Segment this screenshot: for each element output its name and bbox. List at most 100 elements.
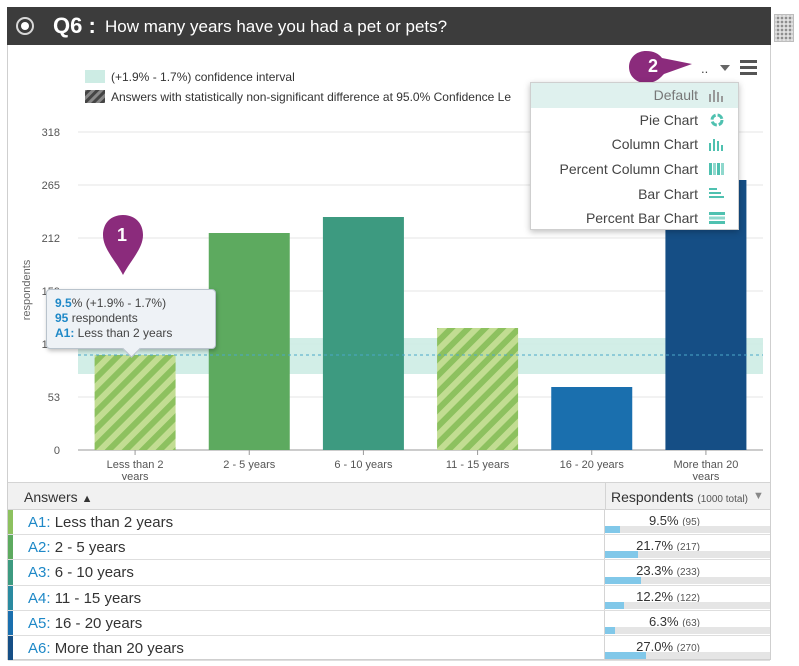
callout-marker-2: 2 [628,50,694,86]
grid-handle-icon[interactable] [774,14,794,42]
column-gray-icon [709,90,723,103]
x-tick-label: More than 20 years [674,459,739,480]
menu-item-percent-column-chart[interactable]: Percent Column Chart [531,157,738,182]
answers-column-header[interactable]: Answers ▲ [24,489,92,505]
row-color-accent [8,560,13,585]
menu-item-column-chart[interactable]: Column Chart [531,132,738,157]
toolbar-dots[interactable]: .. [701,61,708,76]
question-text: How many years have you had a pet or pet… [105,17,448,36]
answer-code: A3: [28,564,51,582]
respondent-count: (270) [676,642,700,654]
table-row[interactable]: A2: 2 - 5 years 21.7% (217) [8,535,770,561]
respondent-percent: 27.0% [636,638,674,654]
table-row[interactable]: A5: 16 - 20 years 6.3% (63) [8,610,770,636]
row-color-accent [8,535,13,560]
question-id: Q6 : [53,13,96,38]
x-tick-label: 2 - 5 years [223,459,275,471]
menu-item-bar-chart[interactable]: Bar Chart [531,181,738,206]
percent-column-icon [709,163,724,176]
menu-item-label: Column Chart [611,136,698,153]
respondent-percent: 12.2% [636,588,674,604]
confidence-legend-label: (+1.9% - 1.7%) confidence interval [111,70,295,84]
respondent-value: 21.7% (217) [608,538,700,553]
percent-bar-track [605,626,770,634]
y-tick-label: 265 [42,180,60,192]
percent-bar-fill [605,526,620,534]
percent-bar-track [605,551,770,559]
respondent-percent: 6.3% [648,613,679,629]
column-divider [604,585,605,610]
respondent-percent: 23.3% [636,563,674,579]
respondent-value: 9.5% (95) [608,513,700,528]
respondent-value: 27.0% (270) [608,639,700,654]
answer-code: A2: [28,539,51,557]
bar[interactable] [208,233,290,450]
bar-tooltip: 9.5% (+1.9% - 1.7%) 95 respondents A1: L… [46,289,216,349]
respondents-column-header[interactable]: Respondents (1000 total) [611,489,748,505]
menu-item-label: Pie Chart [639,111,698,128]
respondent-percent: 21.7% [636,538,674,554]
column-icon [709,139,723,152]
question-header: Q6 : How many years have you had a pet o… [7,7,771,45]
respondent-count: (233) [676,567,700,579]
menu-item-default[interactable]: Default [531,83,738,108]
respondents-header-label: Respondents [611,489,694,505]
callout-marker-1: 1 [102,213,144,277]
donut-icon [710,113,724,127]
bar-icon [709,187,724,198]
answer-text: 16 - 20 years [54,614,143,632]
answer-label: A1: Less than 2 years [28,514,173,531]
menu-item-percent-bar-chart[interactable]: Percent Bar Chart [531,206,738,231]
tooltip-answer: Less than 2 years [74,326,173,340]
bar[interactable] [551,387,633,450]
table-row[interactable]: A3: 6 - 10 years 23.3% (233) [8,560,770,586]
answer-code: A4: [28,589,51,607]
table-row[interactable]: A4: 11 - 15 years 12.2% (122) [8,585,770,611]
tooltip-percent: 9.5 [55,296,72,310]
menu-item-pie-chart[interactable]: Pie Chart [531,108,738,133]
row-color-accent [8,510,13,535]
radio-icon[interactable] [16,17,34,35]
answer-code: A6: [28,639,51,657]
answer-text: 2 - 5 years [54,539,126,557]
answer-text: Less than 2 years [54,514,174,531]
sort-up-icon[interactable]: ▲ [81,493,93,505]
chevron-down-icon[interactable] [720,65,730,71]
respondent-value: 6.3% (63) [608,614,700,629]
respondent-count: (63) [682,617,700,629]
table-row[interactable]: A1: Less than 2 years 9.5% (95) [8,510,770,536]
answers-table: Answers ▲ Respondents (1000 total) ▼ A1:… [8,482,770,662]
tooltip-count: 95 [55,311,69,325]
marker-1-label: 1 [117,225,128,245]
menu-item-label: Percent Column Chart [559,161,698,178]
answer-label: A5: 16 - 20 years [28,615,142,632]
percent-bar-track [605,601,770,609]
column-divider [604,635,605,661]
y-tick-label: 318 [42,127,60,139]
respondent-count: (95) [682,517,700,528]
x-tick-label: 6 - 10 years [334,459,393,471]
answer-text: 6 - 10 years [54,564,134,582]
table-row[interactable]: A6: More than 20 years 27.0% (270) [8,635,770,662]
hamburger-menu-icon[interactable] [740,60,757,75]
bar[interactable] [437,328,519,450]
percent-bar-icon [709,212,725,225]
y-tick-label: 0 [54,445,60,457]
bar[interactable] [322,217,404,450]
nonsignificant-legend-label: Answers with statistically non-significa… [111,90,511,104]
answer-text: 11 - 15 years [54,589,142,607]
percent-bar-track [605,652,770,660]
column-divider [604,560,605,585]
respondent-count: (217) [676,542,700,554]
answer-label: A6: More than 20 years [28,640,184,657]
answer-code: A1: [28,514,51,531]
menu-item-label: Default [653,87,698,104]
answer-text: More than 20 years [54,639,184,657]
tooltip-count-suffix: respondents [68,311,138,325]
x-tick-label: 11 - 15 years [446,459,510,471]
sort-down-icon[interactable]: ▼ [753,490,764,502]
respondent-value: 12.2% (122) [608,589,700,604]
percent-bar-fill [605,551,639,559]
marker-2-label: 2 [648,56,659,76]
bar[interactable] [94,355,176,450]
